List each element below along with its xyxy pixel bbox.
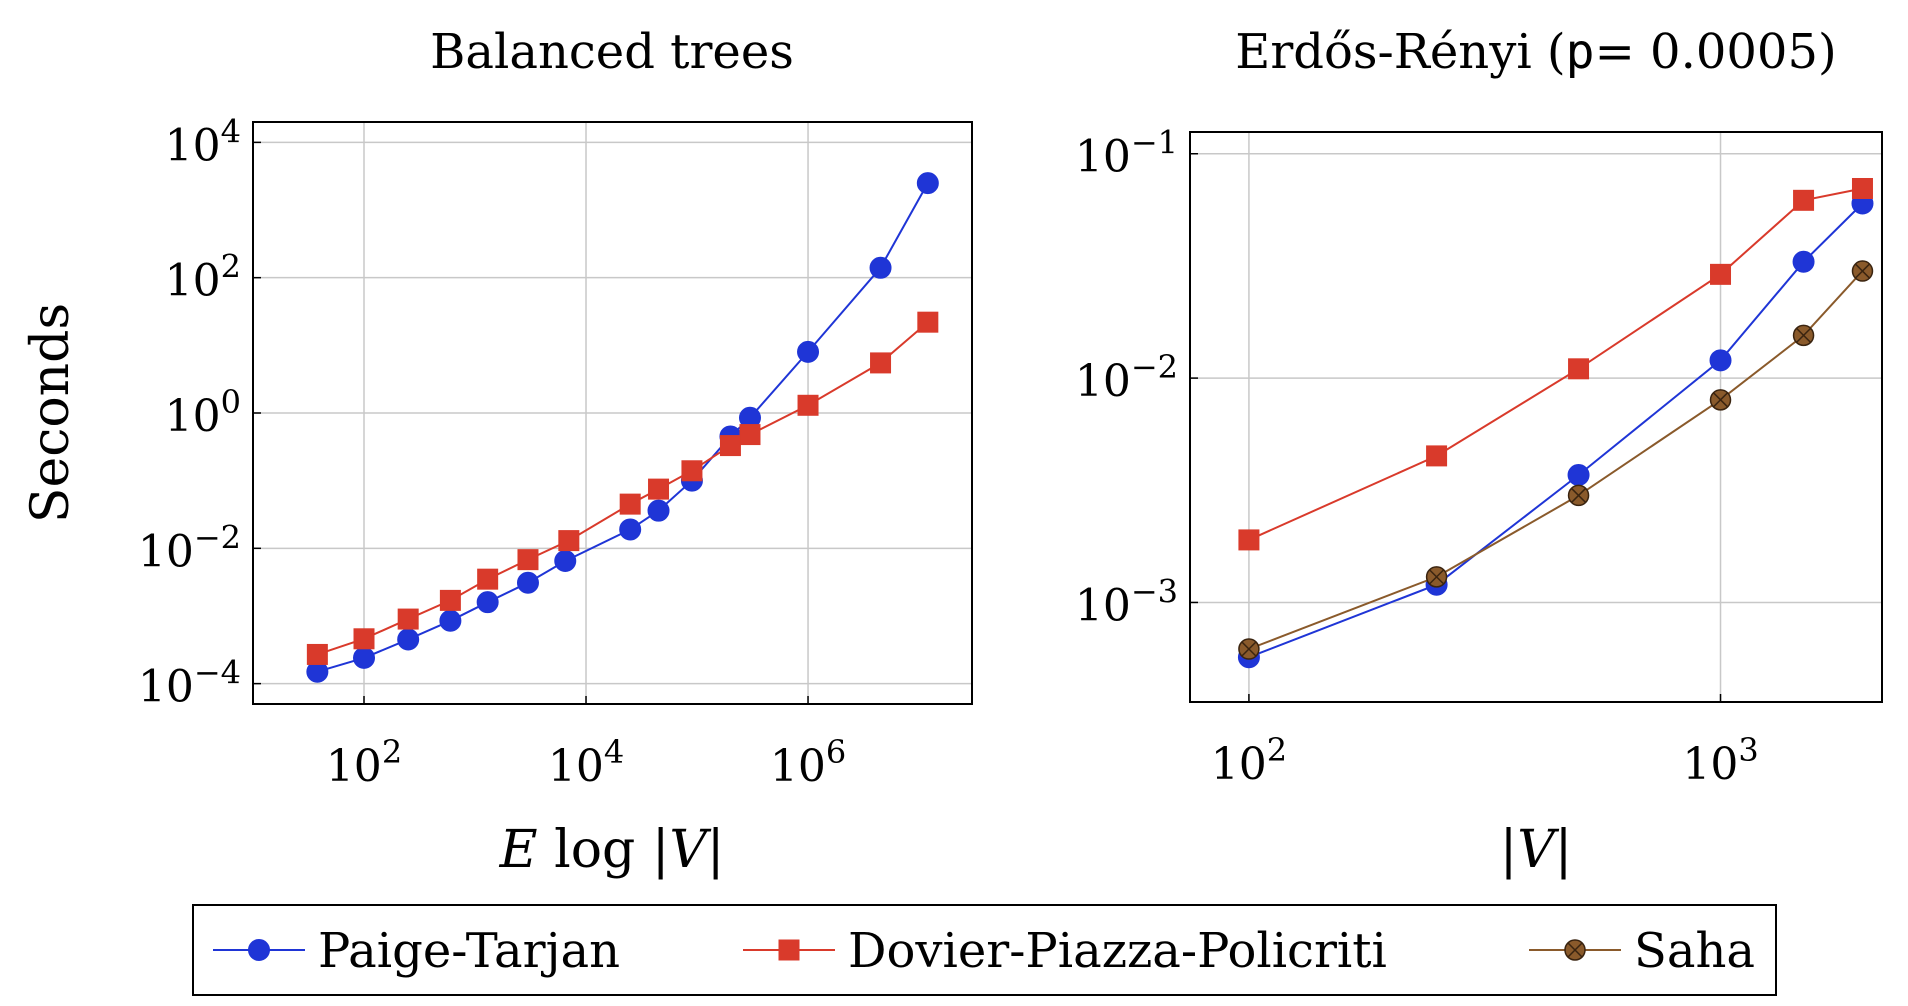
- series-line-saha: [1248, 270, 1864, 650]
- data-point-saha-cross-b: [1854, 263, 1871, 279]
- x-tick-label: 102: [1211, 731, 1287, 790]
- data-point-paige-tarjan: [797, 340, 820, 363]
- left-chart-series: [306, 172, 939, 683]
- left-chart-x-axis-label: E log |V|: [499, 820, 725, 880]
- data-point-saha-cross-b: [1429, 569, 1445, 585]
- legend-label-saha: Saha: [1634, 923, 1755, 979]
- right-chart-title-rest: = 0.0005): [1595, 24, 1837, 80]
- data-point-saha-cross-b: [1571, 487, 1587, 503]
- data-point-dovier-piazza-policriti: [306, 643, 328, 665]
- data-point-saha: [1709, 389, 1732, 411]
- legend-frame: [192, 904, 1777, 996]
- y-tick-label: 10−4: [138, 654, 241, 713]
- data-point-paige-tarjan: [397, 628, 420, 651]
- y-tick-label: 10−1: [1075, 124, 1178, 183]
- data-point-dovier-piazza-policriti: [648, 478, 670, 500]
- right-chart-title-main: Erdős-Rényi (: [1235, 24, 1565, 80]
- data-point-dovier-piazza-policriti: [397, 608, 419, 630]
- data-point-dovier-piazza-policriti: [1851, 177, 1873, 199]
- data-point-dovier-piazza-policriti: [739, 424, 761, 446]
- data-point-saha-cross-b: [1796, 327, 1812, 343]
- legend-item-saha: Saha: [1529, 923, 1755, 979]
- right-chart-title: Erdős-Rényi (p= 0.0005): [1235, 24, 1836, 80]
- legend-items: Paige-Tarjan Dovier-Piazza-Policriti Saha: [213, 923, 1755, 979]
- left-chart-ticks: 102 104 106 10−4 10−2 100 102 104: [138, 112, 846, 792]
- right-chart-plot-frame: [1189, 131, 1883, 703]
- legend-item-paige-tarjan: Paige-Tarjan: [213, 923, 620, 979]
- data-point-saha-cross-b: [1712, 392, 1729, 408]
- data-point-paige-tarjan: [916, 172, 939, 195]
- data-point-paige-tarjan: [353, 646, 376, 669]
- y-tick-label: 104: [165, 112, 241, 171]
- data-point-saha-cross-b: [1241, 641, 1257, 657]
- right-chart-title-code: p: [1566, 24, 1595, 80]
- data-point-dovier-piazza-policriti: [1568, 358, 1590, 380]
- series-line-paige-tarjan: [1248, 202, 1864, 659]
- data-point-dovier-piazza-policriti: [917, 311, 939, 333]
- y-tick-label: 102: [165, 248, 241, 307]
- legend-item-dovier-piazza-policriti: Dovier-Piazza-Policriti: [743, 923, 1387, 979]
- left-chart-grid: [253, 122, 972, 704]
- y-tick-label: 100: [165, 383, 241, 442]
- data-point-dovier-piazza-policriti: [619, 493, 641, 515]
- data-point-saha: [1425, 566, 1448, 588]
- legend: Paige-Tarjan Dovier-Piazza-Policriti Saha: [192, 904, 1777, 996]
- y-tick-label: 10−2: [138, 518, 241, 577]
- right-chart-x-axis-label: |V|: [1500, 820, 1573, 880]
- right-chart: 102 103 10−3 10−2 10−1 Erdős-Rényi (p= 0.000…: [1075, 24, 1883, 880]
- data-point-paige-tarjan: [619, 518, 642, 541]
- x-tick-label: 104: [548, 733, 624, 792]
- data-point-paige-tarjan: [554, 549, 577, 572]
- data-point-dovier-piazza-policriti: [439, 589, 461, 611]
- data-point-paige-tarjan: [1709, 349, 1732, 372]
- data-point-paige-tarjan: [647, 499, 670, 522]
- data-point-dovier-piazza-policriti: [353, 628, 375, 650]
- x-tick-label: 103: [1682, 731, 1758, 790]
- data-point-paige-tarjan: [476, 591, 499, 614]
- y-tick-label: 10−3: [1075, 572, 1178, 631]
- data-point-dovier-piazza-policriti: [558, 530, 580, 552]
- legend-marker-paige-tarjan: [248, 939, 270, 961]
- series-line-dovier-piazza-policriti: [1248, 187, 1863, 541]
- data-point-dovier-piazza-policriti: [1426, 445, 1448, 467]
- right-chart-grid: [1190, 132, 1882, 702]
- data-point-saha: [1567, 484, 1590, 507]
- data-point-dovier-piazza-policriti: [477, 568, 499, 590]
- data-point-saha: [1238, 638, 1260, 660]
- legend-marker-saha-cross-b: [1567, 942, 1583, 958]
- data-point-saha: [1851, 260, 1874, 282]
- data-point-dovier-piazza-policriti: [517, 549, 539, 571]
- left-chart: 102 104 106 10−4 10−2 100 102 104 Balanced tree…: [21, 24, 973, 880]
- legend-label-dovier-piazza-policriti: Dovier-Piazza-Policriti: [848, 923, 1387, 979]
- data-point-paige-tarjan: [869, 256, 892, 279]
- data-point-dovier-piazza-policriti: [719, 435, 741, 457]
- data-point-dovier-piazza-policriti: [797, 394, 819, 416]
- series-line-dovier-piazza-policriti: [317, 321, 929, 656]
- left-chart-y-axis-label: Seconds: [21, 303, 81, 523]
- data-point-saha: [1792, 324, 1815, 347]
- legend-marker-dovier-piazza-policriti: [778, 939, 800, 961]
- data-point-paige-tarjan: [1567, 463, 1590, 486]
- data-point-paige-tarjan: [439, 609, 462, 632]
- legend-label-paige-tarjan: Paige-Tarjan: [318, 923, 620, 979]
- data-point-dovier-piazza-policriti: [870, 352, 892, 374]
- x-tick-label: 106: [770, 733, 846, 792]
- data-point-dovier-piazza-policriti: [1793, 189, 1815, 211]
- right-chart-ticks: 102 103 10−3 10−2 10−1: [1075, 124, 1759, 790]
- left-chart-title: Balanced trees: [430, 24, 794, 80]
- series-line-paige-tarjan: [317, 182, 929, 673]
- right-chart-series: [1237, 177, 1874, 669]
- x-tick-label: 102: [326, 733, 402, 792]
- data-point-dovier-piazza-policriti: [1238, 529, 1260, 551]
- data-point-paige-tarjan: [516, 571, 539, 594]
- data-point-paige-tarjan: [1792, 250, 1815, 273]
- legend-marker-saha: [1564, 939, 1586, 961]
- data-point-dovier-piazza-policriti: [1710, 263, 1732, 285]
- y-tick-label: 10−2: [1075, 348, 1178, 407]
- data-point-dovier-piazza-policriti: [681, 460, 703, 482]
